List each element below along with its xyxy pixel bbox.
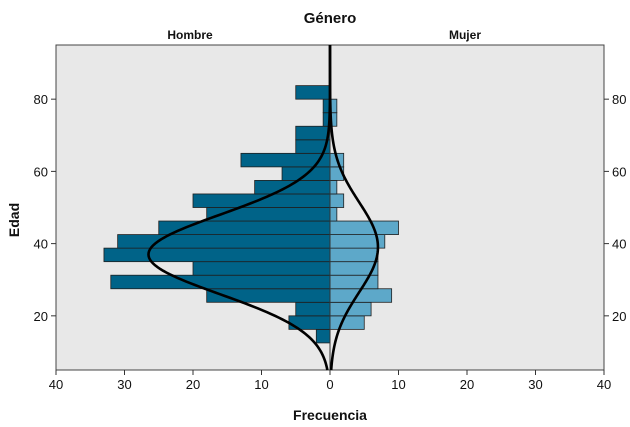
x-tick-label-4: 0 (326, 377, 333, 392)
bar-mujer-4 (329, 274, 379, 290)
bar-hombre-11 (254, 180, 331, 195)
x-tick-label-6: 20 (460, 377, 474, 392)
x-tick-label-5: 10 (391, 377, 405, 392)
bar-hombre-2 (295, 301, 331, 317)
bar-hombre-0 (315, 328, 331, 344)
bar-mujer-11 (329, 180, 338, 195)
y-tick-label-right-2: 60 (612, 164, 626, 179)
bar-hombre-15 (295, 125, 331, 141)
y-tick-label-left-1: 40 (34, 237, 48, 252)
y-axis-title: Edad (6, 203, 22, 237)
chart-title: Género (304, 10, 357, 27)
bar-mujer-10 (329, 193, 345, 208)
x-tick-label-7: 30 (528, 377, 542, 392)
y-tick-label-left-3: 80 (34, 92, 48, 107)
y-tick-label-right-1: 40 (612, 237, 626, 252)
bar-hombre-4 (110, 274, 331, 290)
bar-mujer-8 (329, 220, 399, 235)
bar-hombre-18 (295, 85, 331, 100)
x-axis-title: Frecuencia (293, 407, 367, 423)
axes-layer: 40 30 20 10 0 10 20 30 40 20 20 40 40 60 60 80 80 (34, 92, 627, 392)
x-tick-label-8: 40 (597, 377, 611, 392)
bar-mujer-9 (329, 207, 338, 222)
x-tick-label-1: 30 (117, 377, 131, 392)
series-label-hombre: Hombre (167, 28, 213, 42)
bar-hombre-10 (192, 193, 331, 208)
density-curves-layer (147, 45, 380, 371)
bar-hombre-7 (117, 234, 331, 249)
y-tick-label-left-0: 20 (34, 309, 48, 324)
y-tick-label-right-0: 20 (612, 309, 626, 324)
bar-mujer-1 (329, 315, 365, 330)
y-tick-label-right-3: 80 (612, 92, 626, 107)
bar-hombre-5 (192, 261, 331, 276)
bars-layer (103, 45, 399, 370)
bar-hombre-6 (103, 247, 331, 263)
x-tick-label-0: 40 (49, 377, 63, 392)
series-label-mujer: Mujer (449, 28, 481, 42)
x-tick-label-3: 10 (254, 377, 268, 392)
bar-hombre-9 (206, 207, 331, 222)
bar-mujer-6 (329, 247, 379, 263)
x-tick-label-2: 20 (186, 377, 200, 392)
y-tick-label-left-2: 60 (34, 164, 48, 179)
density-curve-mujer (328, 45, 380, 371)
